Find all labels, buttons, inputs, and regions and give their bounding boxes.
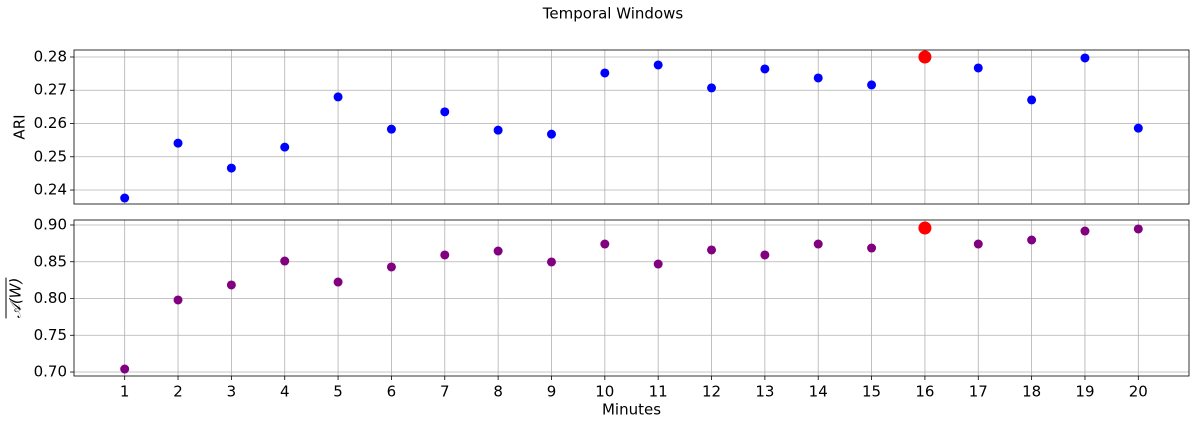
x-axis-label: Minutes bbox=[602, 401, 661, 419]
data-point bbox=[546, 257, 556, 267]
y-axis-label: ARI bbox=[11, 114, 29, 139]
y-tick-label: 0.90 bbox=[34, 215, 67, 233]
x-tick-label: 13 bbox=[755, 383, 774, 401]
data-point bbox=[600, 68, 610, 78]
y-tick-label: 0.24 bbox=[34, 181, 67, 199]
data-point bbox=[493, 125, 503, 135]
x-tick-label: 4 bbox=[280, 383, 290, 401]
x-tick-label: 16 bbox=[915, 383, 934, 401]
data-point bbox=[173, 295, 183, 305]
data-point bbox=[333, 92, 343, 102]
data-point bbox=[973, 63, 983, 73]
data-point bbox=[600, 239, 610, 249]
data-point bbox=[760, 64, 770, 74]
data-point bbox=[1080, 226, 1090, 236]
data-point bbox=[280, 256, 290, 266]
y-tick-label: 0.75 bbox=[34, 326, 67, 344]
y-tick-label: 0.28 bbox=[34, 47, 67, 65]
data-point bbox=[1027, 235, 1037, 245]
y-axis-label: 𝒜(W) bbox=[7, 278, 25, 319]
data-point bbox=[493, 246, 503, 256]
x-tick-label: 20 bbox=[1129, 383, 1148, 401]
x-tick-label: 1 bbox=[120, 383, 130, 401]
y-tick-label: 0.70 bbox=[34, 363, 67, 381]
data-point bbox=[813, 73, 823, 83]
x-tick-label: 8 bbox=[493, 383, 503, 401]
y-tick-label: 0.27 bbox=[34, 81, 67, 99]
data-point bbox=[120, 193, 130, 203]
x-tick-label: 14 bbox=[809, 383, 828, 401]
data-point bbox=[440, 107, 450, 117]
data-point bbox=[1027, 95, 1037, 105]
x-tick-label: 7 bbox=[440, 383, 450, 401]
data-point bbox=[707, 83, 717, 93]
data-point bbox=[760, 250, 770, 260]
data-point bbox=[333, 277, 343, 287]
data-point bbox=[386, 262, 396, 272]
data-point bbox=[918, 221, 932, 235]
x-tick-label: 2 bbox=[173, 383, 183, 401]
data-point bbox=[867, 243, 877, 253]
data-point bbox=[280, 142, 290, 152]
x-tick-label: 11 bbox=[649, 383, 668, 401]
data-point bbox=[546, 129, 556, 139]
x-tick-label: 3 bbox=[227, 383, 237, 401]
x-tick-label: 17 bbox=[969, 383, 988, 401]
data-point bbox=[653, 60, 663, 70]
data-point bbox=[653, 259, 663, 269]
data-point bbox=[707, 245, 717, 255]
x-tick-label: 19 bbox=[1075, 383, 1094, 401]
data-point bbox=[1133, 123, 1143, 133]
x-tick-label: 6 bbox=[387, 383, 397, 401]
data-point bbox=[386, 124, 396, 134]
y-tick-label: 0.80 bbox=[34, 289, 67, 307]
x-tick-label: 5 bbox=[333, 383, 343, 401]
data-point bbox=[973, 239, 983, 249]
data-point bbox=[120, 364, 130, 374]
plot-frame bbox=[73, 219, 1190, 377]
x-tick-label: 15 bbox=[862, 383, 881, 401]
figure-title: Temporal Windows bbox=[542, 5, 684, 23]
data-point bbox=[813, 239, 823, 249]
plot-frame bbox=[73, 49, 1190, 205]
data-point bbox=[173, 138, 183, 148]
x-tick-label: 18 bbox=[1022, 383, 1041, 401]
x-tick-label: 10 bbox=[595, 383, 614, 401]
data-point bbox=[226, 280, 236, 290]
y-tick-label: 0.85 bbox=[34, 252, 67, 270]
data-point bbox=[1080, 53, 1090, 63]
data-point bbox=[1133, 224, 1143, 234]
data-point bbox=[226, 163, 236, 173]
data-point bbox=[440, 250, 450, 260]
data-point bbox=[867, 80, 877, 90]
x-tick-label: 12 bbox=[702, 383, 721, 401]
x-tick-label: 9 bbox=[547, 383, 557, 401]
y-tick-label: 0.25 bbox=[34, 147, 67, 165]
y-tick-label: 0.26 bbox=[34, 114, 67, 132]
data-point bbox=[918, 50, 932, 64]
